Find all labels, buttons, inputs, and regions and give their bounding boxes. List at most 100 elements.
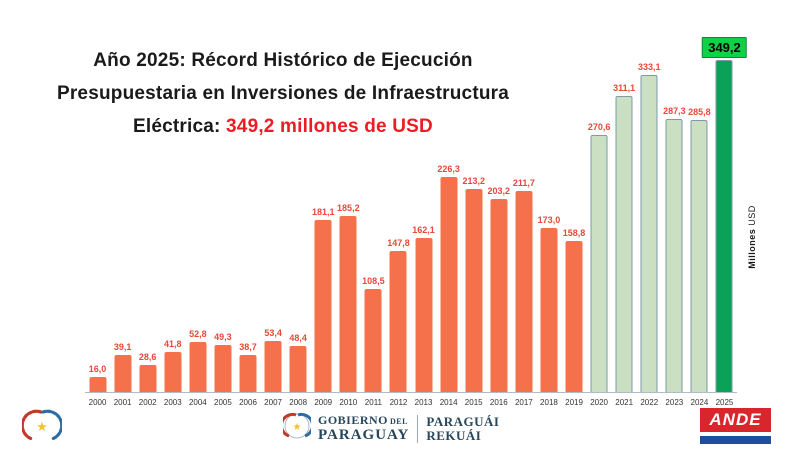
x-tick-label-2021: 2021 [615,398,634,407]
bar-2000 [89,377,107,392]
bar-value-label-2015: 213,2 [462,176,485,186]
bar-group-2015: 213,2 2015 [461,58,486,407]
bar-group-2005: 49,3 2005 [210,58,235,407]
bar-2020 [590,135,608,392]
x-tick-label-2011: 2011 [364,398,382,407]
x-tick-label-2000: 2000 [88,398,107,407]
bar-value-label-2020: 270,6 [587,122,611,132]
bar-value-label-2004: 52,8 [189,329,207,339]
x-tick-label-2014: 2014 [439,398,458,407]
x-tick-label-2020: 2020 [590,398,608,407]
title-line-3-highlight: 349,2 millones de USD [226,116,433,137]
bar-2008 [289,346,307,392]
bar-value-label-2002: 28,6 [138,352,157,362]
bar-group-2000: 16,0 2000 [85,58,110,407]
ande-logo-bar [700,436,771,444]
bar-group-2024: 285,8 2024 [687,58,712,407]
paraguai-word: PARAGUÁI [426,413,500,429]
x-tick-label-2007: 2007 [264,398,282,407]
bar-group-2020: 270,6 2020 [587,58,612,407]
bar-2009 [314,220,332,392]
bar-value-label-2021: 311,1 [613,83,636,93]
bar-value-label-2016: 203,2 [487,186,511,196]
bar-2003 [164,352,182,392]
bar-value-label-2023: 287,3 [663,106,686,116]
bar-value-label-2017: 211,7 [512,178,535,188]
bar-value-label-2008: 48,4 [289,333,307,343]
bar-2019 [565,241,583,392]
bar-2016 [490,199,508,392]
bar-group-2023: 287,3 2023 [662,58,687,407]
y-axis-label-unit: USD [747,205,757,226]
gobierno-emblem-icon: ★ [279,412,315,445]
ande-wordmark: ANDE [700,408,771,432]
bar-value-label-2022: 333,1 [637,62,661,72]
rekuai-word: REKUÁI [426,427,482,443]
bar-group-2010: 185,2 2010 [336,58,361,407]
bar-2002 [139,365,157,392]
bar-group-2006: 38,7 2006 [235,58,260,407]
bar-group-2017: 211,7 2017 [511,58,536,407]
bar-value-label-2006: 38,7 [239,342,257,352]
bar-group-2011: 108,5 2011 [361,58,386,407]
x-tick-label-2017: 2017 [514,398,533,407]
x-tick-label-2001: 2001 [113,398,132,407]
bar-group-2022: 333,1 2022 [637,58,662,407]
ande-logo: ANDE [700,408,771,444]
x-tick-label-2002: 2002 [138,398,157,407]
bar-value-label-2013: 162,1 [412,225,435,235]
bar-2012 [389,251,407,392]
gobierno-paraguay-logo: ★ GOBIERNO DEL PARAGUAY PARAGUÁI REKUÁI [279,412,500,445]
bar-group-2008: 48,4 2008 [286,58,311,407]
bar-group-2025: 349,2 2025 [702,37,747,407]
x-tick-label-2013: 2013 [414,398,433,407]
bar-group-2019: 158,8 2019 [561,58,586,407]
paraguay-seal-icon: ★ [20,406,64,451]
bar-2011 [364,289,382,392]
bar-2025 [715,60,733,392]
bar-group-2014: 226,3 2014 [436,58,461,407]
bar-value-label-2007: 53,4 [264,328,282,338]
title-line-2: Presupuestaria en Inversiones de Infraes… [56,83,510,104]
x-tick-label-2010: 2010 [339,398,358,407]
x-tick-label-2022: 2022 [640,398,659,407]
title-line-3-black: Eléctrica: [133,116,221,137]
bar-group-2002: 28,6 2002 [135,58,160,407]
x-tick-label-2023: 2023 [665,398,684,407]
title-line-3: Eléctrica: 349,2 millones de USD [28,110,538,143]
svg-text:★: ★ [293,422,302,433]
bar-2013 [415,238,433,392]
gobierno-word: GOBIERNO DEL [318,413,408,427]
bar-group-2001: 39,1 2001 [110,58,135,407]
bar-2024 [690,120,708,392]
bar-2006 [239,355,257,392]
bar-chart: 16,0 2000 39,1 2001 28,6 2002 41,8 2003 52,8 2004… [85,37,747,407]
bar-value-label-2018: 173,0 [537,215,561,225]
bar-2010 [339,216,357,392]
x-tick-label-2018: 2018 [540,398,558,407]
y-axis-label: Millones USD [747,205,757,269]
bar-2021 [615,96,633,392]
bar-value-label-2014: 226,3 [437,164,460,174]
bar-2001 [114,355,132,392]
bar-value-label-2019: 158,8 [562,228,586,238]
x-tick-label-2008: 2008 [289,398,308,407]
bar-group-2012: 147,8 2012 [386,58,411,407]
x-tick-label-2024: 2024 [690,398,709,407]
bar-value-label-2000: 16,0 [88,364,107,374]
bar-value-label-2010: 185,2 [337,203,360,213]
bar-value-label-2024: 285,8 [688,107,711,117]
x-tick-label-2019: 2019 [565,398,583,407]
bar-group-2003: 41,8 2003 [160,58,185,407]
bar-value-label-2001: 39,1 [113,342,132,352]
bar-value-label-2012: 147,8 [387,238,410,248]
paraguay-word: PARAGUAY [318,427,410,443]
bar-value-label-2025: 349,2 [702,37,747,58]
bar-2005 [214,345,232,392]
bar-2007 [264,341,282,392]
x-tick-label-2025: 2025 [715,398,734,407]
bar-group-2004: 52,8 2004 [185,58,210,407]
svg-text:★: ★ [36,419,48,434]
slide-title: Año 2025: Récord Histórico de Ejecución … [28,44,538,143]
y-axis-label-bold: Millones [747,228,757,269]
